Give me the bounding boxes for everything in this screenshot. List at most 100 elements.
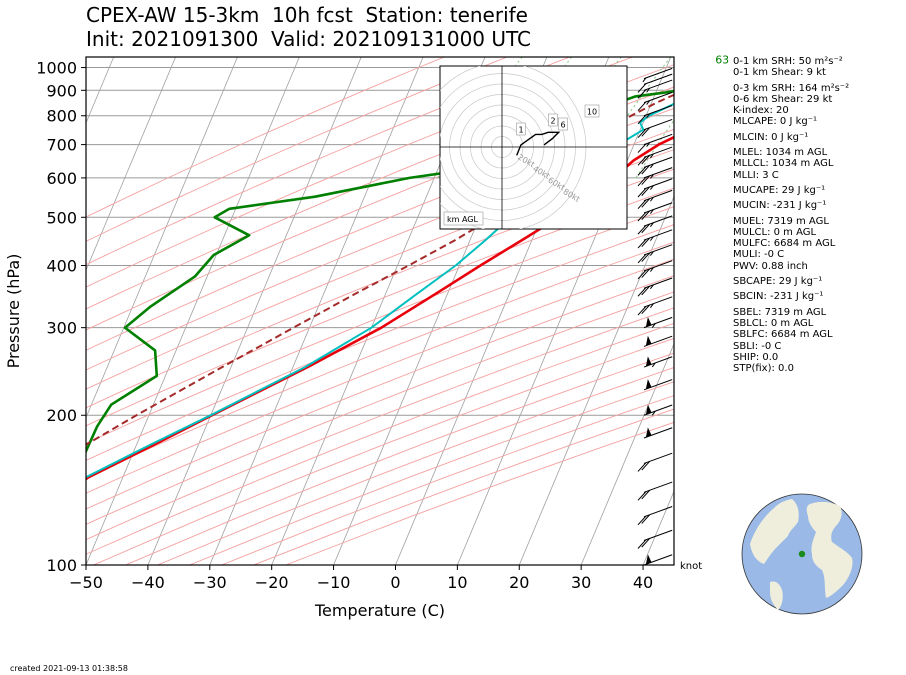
dry-adiabat [93, 337, 674, 565]
dry-adiabat [86, 187, 674, 427]
y-tick-label: 700 [46, 136, 77, 155]
y-tick-label: 1000 [36, 59, 77, 78]
wind-barb [637, 260, 673, 280]
wind-barb [637, 133, 673, 153]
x-tick-label: 30 [571, 573, 591, 592]
parameter-line: MULFC: 6684 m AGL [733, 238, 836, 250]
wind-barb [637, 296, 673, 316]
parameter-line: 0-1 km SRH: 50 m²s⁻² [733, 56, 843, 67]
title-line-2: Init: 2021091300 Valid: 202109131000 UTC [86, 27, 532, 51]
x-tick-label: 20 [509, 573, 529, 592]
hodograph-legend-box [443, 211, 484, 226]
wind-barb [637, 156, 673, 176]
x-tick-label: 10 [447, 573, 467, 592]
dewpoint-profile [86, 89, 674, 455]
y-tick-label: 100 [46, 556, 77, 575]
hodograph-height-label: 2 [550, 117, 555, 126]
x-tick-label: 0 [390, 573, 400, 592]
x-tick-label: −20 [255, 573, 289, 592]
wind-barb [637, 178, 673, 198]
hodograph-height-box [584, 104, 600, 118]
parameter-line: K-index: 20 [733, 105, 789, 117]
parameter-line: MUEL: 7319 m AGL [733, 215, 829, 227]
hodograph-height-box [548, 113, 558, 127]
parameter-line: SBEL: 7319 m AGL [733, 306, 827, 318]
title-line-1: CPEX-AW 15-3km 10h fcst Station: tenerif… [86, 3, 528, 27]
dry-adiabat [86, 206, 674, 444]
wind-barb [637, 118, 673, 139]
isotherm [147, 57, 362, 565]
wind-barb [637, 91, 673, 111]
isotherm [209, 57, 424, 565]
x-tick-label: −30 [193, 573, 227, 592]
axes: 63 −50 −40 −30 −20 −10 0 10 20 30 40 100 200 300 400 50… [4, 54, 729, 620]
parameter-line: 0-3 km SRH: 164 m²s⁻² [733, 82, 850, 94]
isotherm [86, 57, 176, 272]
parameter-line: MULI: -0 C [733, 249, 785, 261]
parameter-line: SBLI: -0 C [733, 340, 782, 352]
y-tick-label: 400 [46, 256, 77, 275]
globe-land-north-america [750, 499, 799, 564]
wind-barb [637, 529, 673, 549]
hodograph-height-label: 1 [518, 126, 523, 135]
dry-adiabat [86, 307, 674, 541]
hodograph-height-box [516, 122, 526, 136]
wind-barb [642, 67, 673, 83]
parameter-line: SBCAPE: 29 J kg⁻¹ [733, 276, 823, 288]
parameter-line: MLLCL: 1034 m AGL [733, 158, 834, 170]
dry-adiabat [86, 241, 674, 478]
parameter-line: PWV: 0.88 inch [733, 260, 808, 272]
wind-barb [643, 356, 673, 368]
globe-land-south-america [770, 581, 783, 610]
parameter-line: MLCIN: 0 J kg⁻¹ [733, 131, 809, 143]
wind-barb [643, 554, 673, 566]
x-tick-label: −40 [131, 573, 165, 592]
isotherm [456, 57, 672, 565]
hodograph-height-label: 6 [560, 121, 565, 130]
wind-barbs [637, 67, 673, 566]
y-tick-label: 200 [46, 406, 77, 425]
parameter-line: SBLCL: 0 m AGL [733, 317, 814, 329]
hodograph-trace [516, 131, 561, 156]
parameter-line: MLCAPE: 0 J kg⁻¹ [733, 116, 818, 128]
wind-barb [643, 335, 673, 347]
x-tick-label: −50 [69, 573, 103, 592]
x-tick-label: 40 [633, 573, 653, 592]
parameter-line: STP(fix): 0.0 [733, 363, 794, 375]
y-tick-label: 500 [46, 208, 77, 227]
wind-barb [643, 404, 673, 416]
dry-adiabat [86, 258, 674, 494]
wind-barb [637, 79, 673, 99]
parameter-line: MLLI: 3 C [733, 169, 779, 181]
parameter-line: 0-6 km Shear: 29 kt [733, 93, 833, 105]
parameter-line: MLEL: 1034 m AGL [733, 147, 828, 159]
dry-adiabat [86, 275, 674, 510]
wind-barb [637, 215, 673, 235]
hodograph-legend: km AGL [447, 215, 479, 224]
parameter-line: MUCIN: -231 J kg⁻¹ [733, 200, 827, 212]
created-timestamp: created 2021-09-13 01:38:58 [10, 664, 128, 673]
isotherm [518, 195, 674, 565]
isotherm [580, 342, 674, 565]
parameter-list: 0-1 km SRH: 50 m²s⁻² 0-1 km Shear: 9 kt 0-… [733, 56, 849, 374]
wind-barb [637, 244, 673, 264]
surface-label: 63 [715, 54, 729, 67]
y-axis-label: Pressure (hPa) [4, 254, 23, 369]
parameter-line: SHIP: 0.0 [733, 351, 779, 363]
wind-barb [643, 427, 673, 439]
wind-barb [637, 167, 673, 187]
wind-barb [637, 146, 673, 166]
isotherm [86, 57, 238, 419]
wind-barb [637, 481, 673, 501]
hodograph-height-label: 10 [587, 108, 597, 117]
wind-barb [637, 277, 673, 297]
parameter-line: SBCIN: -231 J kg⁻¹ [733, 291, 824, 303]
parameter-line: SBLFC: 6684 m AGL [733, 329, 833, 341]
parameter-line: 0-1 km Shear: 9 kt [733, 67, 826, 79]
y-tick-label: 800 [46, 107, 77, 126]
plot-frame [85, 56, 675, 566]
location-globe [741, 493, 863, 615]
wind-unit-label: knot [680, 561, 702, 572]
